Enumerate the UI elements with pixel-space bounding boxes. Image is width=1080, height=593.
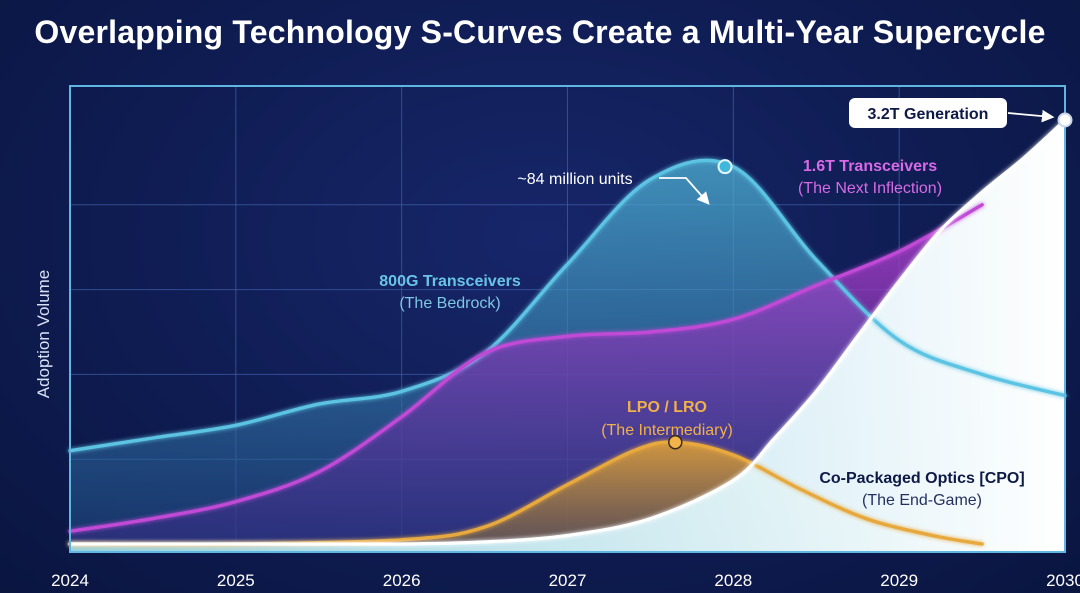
label-lpo-sub: (The Intermediary) bbox=[601, 422, 733, 439]
x-tick-label: 2027 bbox=[549, 571, 587, 590]
label-16t-sub: (The Next Inflection) bbox=[798, 180, 942, 197]
label-cpo-sub: (The End-Game) bbox=[862, 492, 982, 509]
peak-dot-32t bbox=[1057, 112, 1073, 128]
x-tick-label: 2024 bbox=[51, 571, 89, 590]
line-s800g bbox=[68, 158, 1067, 453]
line-cpo bbox=[68, 118, 1067, 546]
x-tick-label: 2025 bbox=[217, 571, 255, 590]
x-tick-label: 2030 bbox=[1046, 571, 1080, 590]
annotation-32t: 3.2T Generation bbox=[868, 106, 989, 123]
y-axis-label: Adoption Volume bbox=[34, 269, 53, 399]
peak-dot-800g bbox=[717, 159, 733, 175]
peak-markers bbox=[668, 112, 1073, 450]
series-lines bbox=[68, 118, 1067, 547]
label-lpo: LPO / LRO bbox=[627, 399, 707, 416]
annotation-84m-arrow bbox=[659, 177, 710, 205]
annotation-32t-box bbox=[849, 98, 1007, 128]
x-tick-label: 2029 bbox=[880, 571, 918, 590]
chart-title: Overlapping Technology S-Curves Create a… bbox=[34, 14, 1046, 50]
x-tick-label: 2028 bbox=[714, 571, 752, 590]
plot-frame bbox=[69, 85, 1066, 553]
annotation-32t-arrow bbox=[1007, 109, 1055, 123]
label-800g-sub: (The Bedrock) bbox=[399, 295, 500, 312]
line-s16t bbox=[68, 203, 984, 533]
label-16t: 1.6T Transceivers bbox=[803, 158, 937, 175]
label-cpo: Co-Packaged Optics [CPO] bbox=[819, 470, 1024, 487]
x-tick-label: 2026 bbox=[383, 571, 421, 590]
area-cpo bbox=[70, 120, 1065, 552]
peak-dot-lpo bbox=[668, 434, 683, 450]
x-axis-ticks: 2024 2025 2026 2027 2028 2029 2030 bbox=[51, 571, 1080, 590]
annotation-84m: ~84 million units bbox=[517, 171, 632, 188]
label-800g: 800G Transceivers bbox=[379, 273, 521, 290]
